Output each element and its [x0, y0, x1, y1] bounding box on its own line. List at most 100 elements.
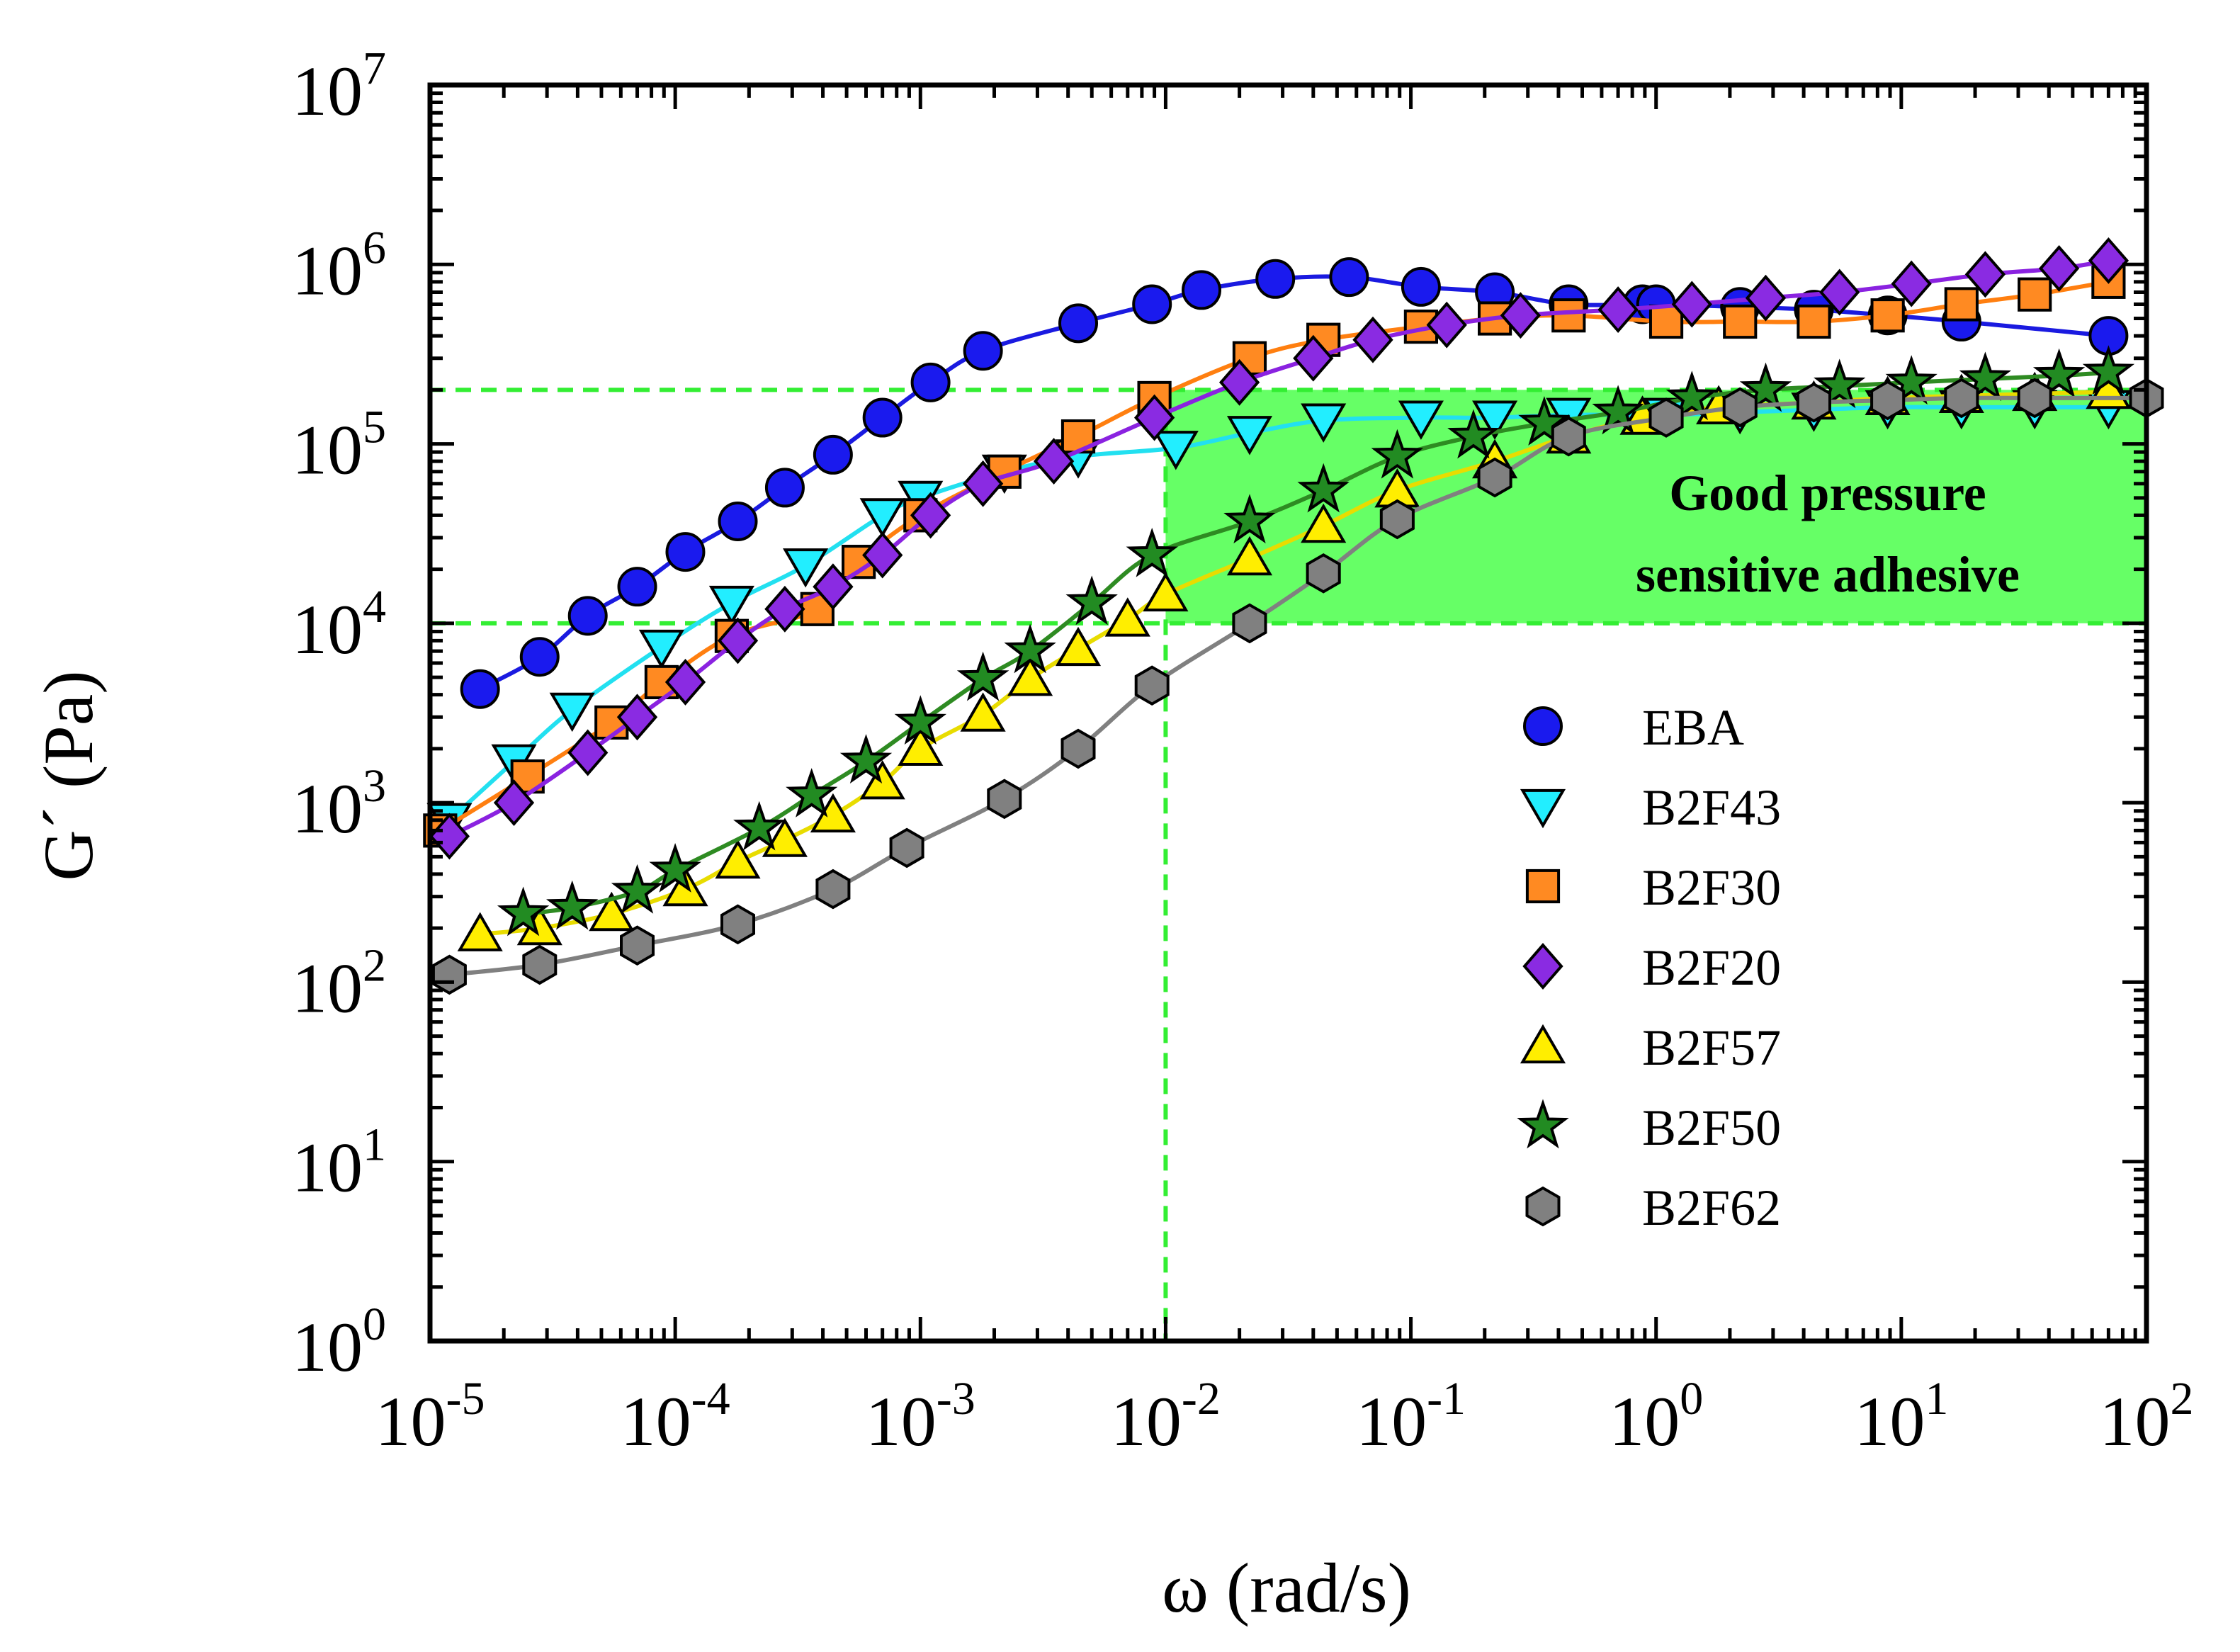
data-point-b2f62: [1796, 382, 1831, 423]
data-point-b2f43: [783, 548, 829, 588]
data-point-eba: [1329, 257, 1369, 298]
data-point-b2f20: [1597, 286, 1639, 334]
data-point-b2f20: [764, 585, 805, 633]
data-point-b2f50: [1223, 494, 1276, 544]
data-point-b2f43: [708, 585, 754, 626]
data-point-eba: [963, 331, 1003, 371]
data-point-b2f20: [1671, 281, 1712, 328]
data-point-b2f50: [1004, 623, 1056, 674]
legend-marker-b2f43: [1520, 788, 1566, 829]
data-point-eba: [519, 637, 560, 677]
data-point-b2f20: [962, 460, 1004, 507]
data-point-b2f43: [1153, 431, 1199, 470]
data-point-b2f20: [1819, 268, 1860, 316]
legend-marker-b2f57: [1520, 1024, 1566, 1064]
data-point-b2f57: [898, 726, 944, 766]
data-point-b2f43: [638, 629, 684, 669]
legend-item-b2f62: B2F62: [1525, 1179, 1781, 1236]
data-point-eba: [1255, 259, 1296, 299]
region-label-line2: sensitive adhesive: [1636, 546, 2020, 603]
data-point-b2f30: [1944, 287, 1979, 322]
data-point-b2f43: [1301, 403, 1347, 443]
data-point-b2f62: [431, 954, 467, 995]
data-point-b2f20: [1293, 334, 1334, 382]
x-tick-label: 101: [1854, 1373, 1948, 1461]
data-point-b2f62: [620, 925, 655, 966]
x-tick-label: 10-5: [375, 1373, 485, 1461]
data-point-b2f43: [1472, 400, 1518, 440]
plot-frame: [427, 82, 2149, 1344]
data-point-b2f30: [1551, 298, 1586, 333]
data-point-b2f50: [1447, 409, 1500, 459]
data-point-b2f57: [960, 692, 1006, 732]
data-point-b2f20: [616, 694, 658, 741]
data-point-b2f57: [1226, 536, 1273, 576]
legend-item-eba: EBA: [1523, 699, 1744, 756]
data-point-b2f62: [1134, 665, 1170, 706]
y-tick-label: 100: [292, 1299, 386, 1386]
data-point-b2f50: [611, 864, 664, 914]
data-point-b2f57: [859, 760, 905, 800]
data-point-b2f50: [733, 800, 786, 851]
data-point-b2f50: [786, 768, 838, 817]
data-point-b2f62: [1648, 397, 1684, 438]
legend-marker-b2f62: [1525, 1186, 1561, 1227]
data-point-b2f62: [1379, 499, 1415, 540]
data-point-b2f43: [859, 498, 905, 538]
legend-marker-b2f50: [1517, 1099, 1569, 1149]
tick-labels: 10-5 10-4 10-3 10-2 10-1 100 101 102 100 101 102 10…: [292, 43, 2194, 1461]
data-point-b2f57: [1104, 597, 1150, 637]
y-tick-label: 104: [292, 581, 386, 669]
data-point-b2f43: [1398, 400, 1444, 440]
data-point-b2f50: [2032, 348, 2086, 398]
data-point-b2f50: [649, 843, 701, 893]
data-point-b2f57: [457, 912, 503, 951]
legend-marker-b2f20: [1522, 943, 1563, 990]
data-point-b2f50: [1665, 370, 1718, 421]
legend-item-b2f50: B2F50: [1517, 1099, 1781, 1156]
data-point-b2f62: [1722, 387, 1758, 428]
legend-label-eba: EBA: [1642, 699, 1744, 756]
x-axis-title: ω (rad/s): [1162, 1549, 1411, 1627]
x-tick-label: 102: [2100, 1373, 2194, 1461]
legend-label-b2f50: B2F50: [1642, 1099, 1781, 1156]
data-point-b2f50: [1814, 358, 1866, 409]
data-point-eba: [910, 362, 951, 402]
data-point-eba: [1182, 270, 1222, 310]
region-label-line1: Good pressure: [1669, 465, 1986, 521]
data-point-b2f57: [1055, 626, 1102, 667]
y-tick-label: 105: [292, 402, 386, 490]
data-point-eba: [718, 501, 758, 541]
data-point-b2f62: [1060, 728, 1096, 769]
data-point-b2f57: [762, 817, 808, 857]
x-tick-label: 10-3: [866, 1373, 975, 1461]
x-tick-label: 10-2: [1111, 1373, 1221, 1461]
data-point-b2f30: [1870, 298, 1905, 333]
y-axis-title: G´ (Pa): [29, 670, 108, 881]
axes: [427, 82, 2149, 1344]
data-point-b2f20: [664, 658, 706, 706]
data-point-b2f50: [1959, 351, 2012, 402]
data-point-b2f30: [2018, 277, 2052, 312]
data-point-b2f20: [1964, 251, 2006, 298]
data-point-b2f57: [1143, 572, 1189, 612]
data-point-b2f50: [1885, 355, 1938, 405]
data-point-b2f62: [720, 904, 755, 945]
data-point-b2f50: [2082, 345, 2135, 395]
data-point-b2f62: [1232, 603, 1267, 644]
data-point-b2f20: [717, 617, 759, 664]
data-point-b2f50: [1592, 385, 1644, 435]
legend-label-b2f43: B2F43: [1642, 779, 1781, 836]
data-point-eba: [1132, 284, 1172, 324]
data-point-b2f62: [815, 869, 851, 910]
data-point-b2f50: [839, 734, 893, 784]
data-point-b2f57: [715, 839, 761, 879]
data-point-b2f20: [1033, 438, 1075, 485]
data-point-b2f20: [567, 729, 609, 776]
data-point-eba: [567, 596, 608, 636]
data-point-b2f20: [1500, 292, 1542, 339]
series-b2f20: [429, 237, 2129, 860]
data-point-b2f62: [1477, 457, 1512, 498]
data-point-b2f20: [2088, 237, 2129, 284]
data-point-b2f50: [1371, 429, 1424, 479]
